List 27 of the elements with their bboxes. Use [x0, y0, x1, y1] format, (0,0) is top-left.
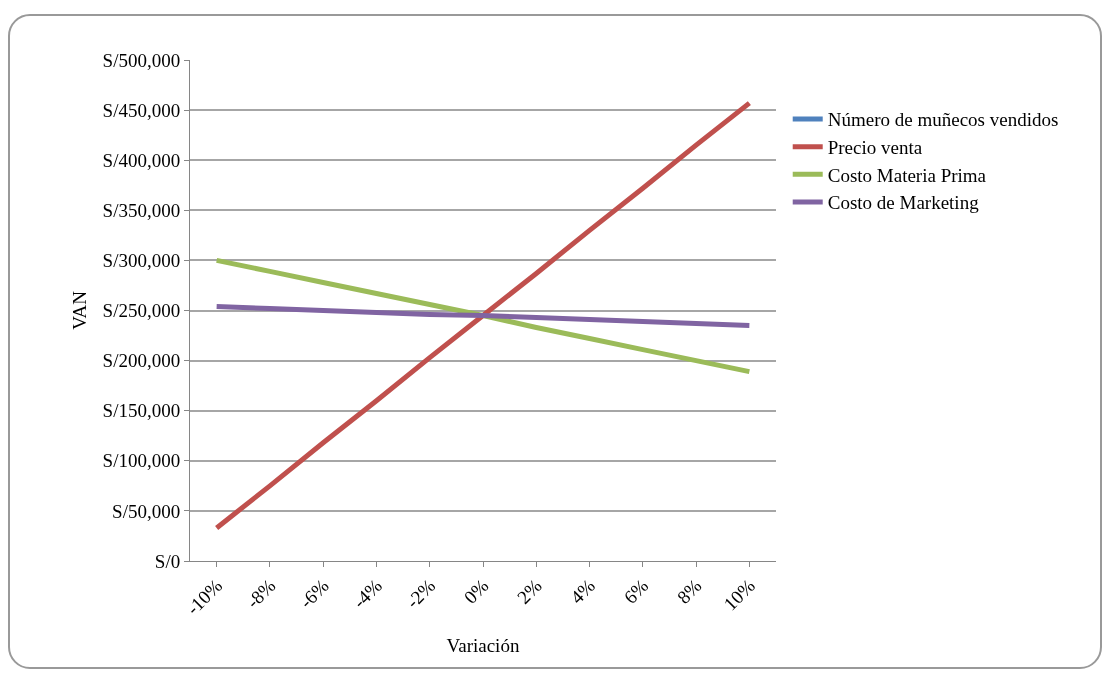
- y-axis-title: VAN: [69, 290, 91, 330]
- y-tick-label: S/200,000: [102, 350, 181, 372]
- y-tick-label: S/250,000: [102, 300, 181, 322]
- x-tick-label: 2%: [513, 574, 546, 608]
- y-tick-label: S/450,000: [102, 99, 181, 121]
- x-tick-label: -2%: [402, 574, 440, 613]
- x-tick-label: 10%: [719, 574, 760, 615]
- y-tick-label: S/400,000: [102, 149, 181, 171]
- x-tick-label: -6%: [295, 574, 333, 613]
- y-tick-label: S/0: [154, 550, 181, 572]
- x-tick-label: 4%: [566, 574, 600, 608]
- legend-label: Costo Materia Prima: [827, 164, 987, 186]
- x-tick-label: -8%: [242, 574, 280, 613]
- x-axis-title: Variación: [446, 634, 520, 656]
- y-tick-label: S/500,000: [102, 49, 181, 71]
- x-tick-label: 0%: [459, 574, 493, 608]
- legend-label: Precio venta: [827, 137, 923, 159]
- legend-label: Costo de Marketing: [827, 192, 980, 214]
- x-tick-label: -4%: [348, 574, 387, 613]
- x-tick-label: 6%: [619, 574, 653, 608]
- y-tick-label: S/100,000: [102, 450, 181, 472]
- y-tick-label: S/300,000: [102, 250, 181, 272]
- y-tick-label: S/150,000: [102, 400, 181, 422]
- y-tick-label: S/50,000: [112, 500, 181, 522]
- x-tick-label: 8%: [672, 574, 706, 608]
- legend-label: Número de muñecos vendidos: [827, 109, 1059, 131]
- y-tick-label: S/350,000: [102, 199, 181, 221]
